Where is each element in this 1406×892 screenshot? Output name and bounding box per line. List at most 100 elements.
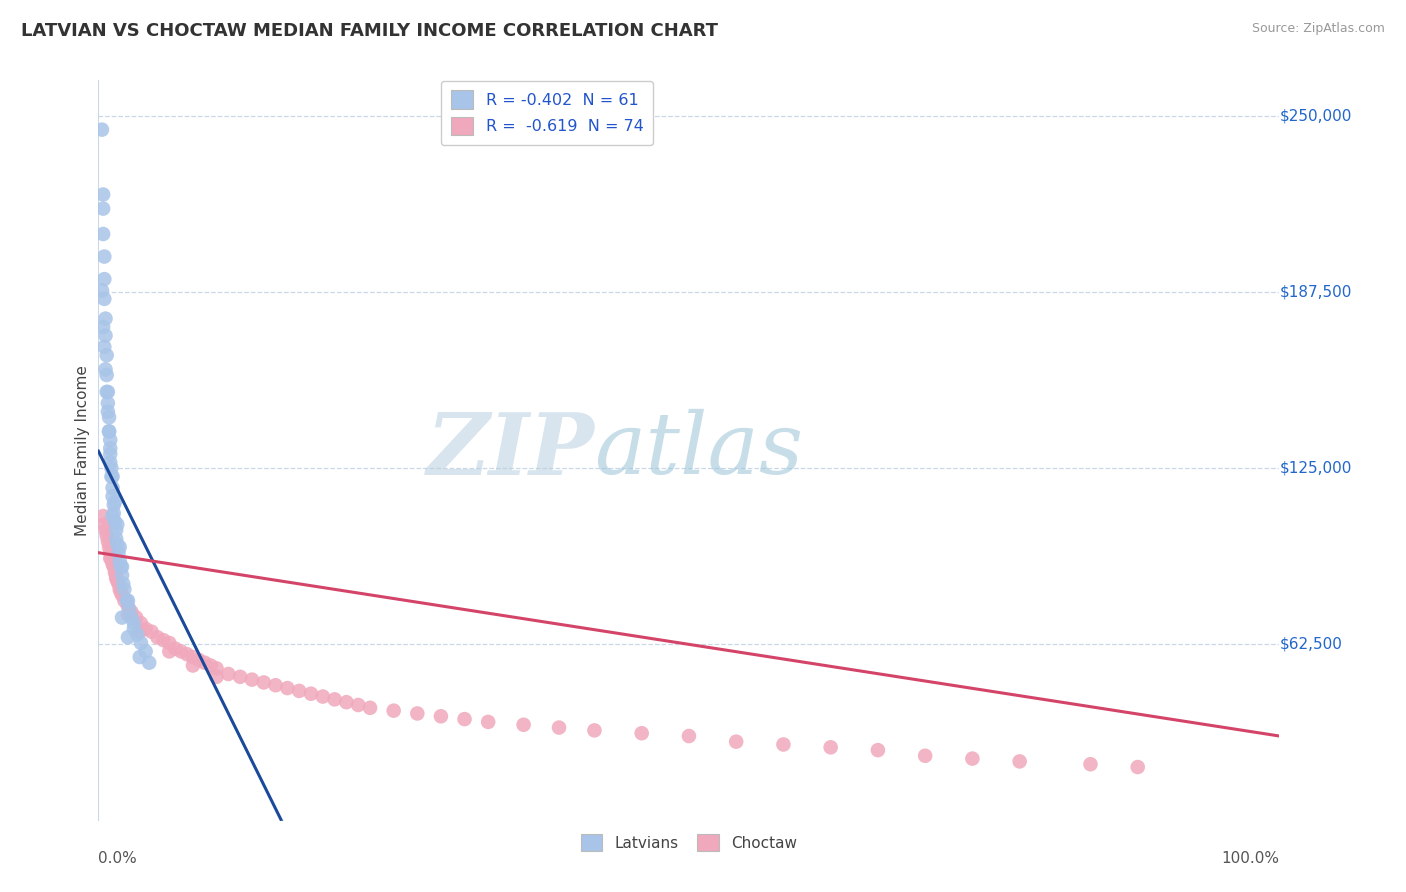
- Point: [94, 311, 117, 326]
- Point: [453, 712, 475, 726]
- Point: [98, 447, 121, 461]
- Point: [347, 698, 370, 712]
- Point: [914, 748, 936, 763]
- Point: [104, 515, 127, 529]
- Point: [117, 593, 139, 607]
- Point: [105, 571, 128, 585]
- Point: [91, 284, 114, 298]
- Point: [820, 740, 842, 755]
- Point: [91, 202, 114, 216]
- Point: [725, 734, 748, 748]
- Point: [101, 481, 124, 495]
- Point: [772, 738, 794, 752]
- Point: [93, 517, 115, 532]
- Point: [205, 661, 228, 675]
- Point: [108, 554, 131, 568]
- Point: [194, 656, 217, 670]
- Point: [105, 574, 128, 588]
- Point: [108, 582, 131, 597]
- Point: [229, 670, 252, 684]
- Point: [288, 684, 311, 698]
- Point: [125, 610, 148, 624]
- Point: [430, 709, 453, 723]
- Point: [97, 534, 120, 549]
- Text: $62,500: $62,500: [1279, 637, 1343, 652]
- Point: [157, 644, 180, 658]
- Point: [170, 644, 193, 658]
- Point: [157, 636, 180, 650]
- Point: [1126, 760, 1149, 774]
- Point: [181, 650, 204, 665]
- Legend: Latvians, Choctaw: Latvians, Choctaw: [575, 828, 803, 857]
- Point: [101, 557, 124, 571]
- Point: [406, 706, 429, 721]
- Point: [176, 647, 198, 661]
- Point: [115, 593, 138, 607]
- Point: [98, 442, 121, 456]
- Point: [93, 340, 115, 354]
- Point: [103, 498, 125, 512]
- Text: $187,500: $187,500: [1279, 285, 1351, 300]
- Point: [105, 568, 128, 582]
- Point: [111, 610, 134, 624]
- Point: [299, 687, 322, 701]
- Text: LATVIAN VS CHOCTAW MEDIAN FAMILY INCOME CORRELATION CHART: LATVIAN VS CHOCTAW MEDIAN FAMILY INCOME …: [21, 22, 718, 40]
- Point: [94, 362, 117, 376]
- Point: [240, 673, 263, 687]
- Point: [117, 599, 139, 614]
- Text: Source: ZipAtlas.com: Source: ZipAtlas.com: [1251, 22, 1385, 36]
- Point: [187, 653, 209, 667]
- Point: [135, 644, 157, 658]
- Text: $125,000: $125,000: [1279, 460, 1351, 475]
- Point: [678, 729, 700, 743]
- Point: [135, 622, 157, 636]
- Point: [118, 602, 141, 616]
- Point: [477, 714, 499, 729]
- Point: [100, 551, 122, 566]
- Point: [98, 546, 121, 560]
- Point: [105, 532, 128, 546]
- Point: [103, 559, 125, 574]
- Point: [152, 633, 174, 648]
- Point: [146, 630, 169, 644]
- Point: [111, 559, 134, 574]
- Point: [129, 616, 152, 631]
- Point: [94, 523, 117, 537]
- Point: [112, 593, 135, 607]
- Point: [122, 622, 145, 636]
- Point: [104, 566, 127, 580]
- Point: [165, 641, 187, 656]
- Point: [276, 681, 298, 695]
- Point: [98, 455, 121, 469]
- Point: [105, 537, 128, 551]
- Point: [98, 425, 121, 439]
- Point: [122, 616, 145, 631]
- Point: [129, 636, 152, 650]
- Point: [104, 495, 127, 509]
- Point: [111, 588, 134, 602]
- Point: [96, 368, 118, 382]
- Text: 100.0%: 100.0%: [1222, 851, 1279, 866]
- Point: [96, 384, 118, 399]
- Point: [962, 751, 984, 765]
- Point: [548, 721, 571, 735]
- Point: [512, 717, 534, 731]
- Point: [312, 690, 335, 704]
- Point: [583, 723, 606, 738]
- Text: $250,000: $250,000: [1279, 108, 1351, 123]
- Point: [359, 701, 381, 715]
- Point: [91, 122, 114, 136]
- Point: [112, 576, 135, 591]
- Point: [96, 529, 118, 543]
- Point: [138, 656, 160, 670]
- Point: [1080, 757, 1102, 772]
- Point: [91, 509, 114, 524]
- Text: atlas: atlas: [595, 409, 804, 491]
- Point: [105, 523, 128, 537]
- Point: [101, 489, 124, 503]
- Point: [93, 250, 115, 264]
- Text: 0.0%: 0.0%: [98, 851, 138, 866]
- Text: ZIP: ZIP: [426, 409, 595, 492]
- Point: [98, 551, 121, 566]
- Point: [101, 469, 124, 483]
